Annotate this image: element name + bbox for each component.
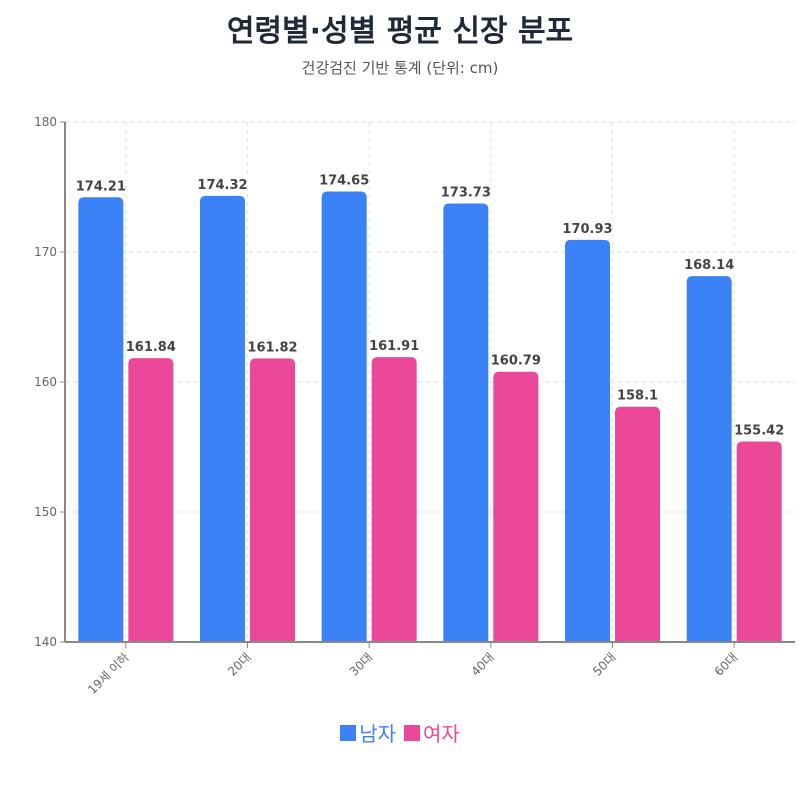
legend: 남자 여자 (0, 718, 800, 747)
y-tick-label: 180 (34, 115, 57, 129)
data-label: 173.73 (441, 186, 491, 201)
data-label: 168.14 (684, 258, 734, 273)
x-tick-label: 50대 (590, 650, 619, 679)
bar[interactable] (443, 203, 489, 642)
data-label: 155.42 (734, 424, 784, 439)
x-tick-label: 20대 (225, 650, 254, 679)
legend-swatch-male (340, 724, 357, 741)
legend-item-male[interactable]: 남자 (340, 718, 396, 747)
y-tick-label: 160 (34, 375, 57, 389)
bar[interactable] (565, 239, 610, 642)
data-label: 174.21 (76, 179, 126, 194)
data-label: 158.1 (617, 389, 658, 404)
bar[interactable] (736, 441, 782, 642)
bar[interactable] (78, 197, 124, 642)
data-label: 160.79 (491, 354, 541, 369)
bar[interactable] (493, 371, 539, 642)
y-tick-label: 140 (34, 635, 57, 649)
bar[interactable] (250, 358, 295, 642)
x-tick-label: 19세 이하 (85, 650, 132, 697)
chart-title: 연령별·성별 평균 신장 분포 (226, 14, 574, 49)
data-label: 161.82 (247, 340, 297, 355)
legend-swatch-female (404, 724, 420, 741)
bar[interactable] (371, 357, 417, 642)
bar[interactable] (200, 195, 245, 642)
x-tick-label: 30대 (347, 650, 376, 679)
data-label: 161.91 (369, 339, 419, 354)
legend-label-male: 남자 (359, 722, 396, 746)
legend-item-female[interactable]: 여자 (404, 718, 460, 747)
bar[interactable] (128, 358, 174, 642)
y-tick-label: 170 (34, 245, 57, 259)
bar[interactable] (321, 191, 367, 643)
x-tick-label: 60대 (712, 650, 741, 679)
bar[interactable] (686, 276, 732, 642)
chart-subtitle: 건강검진 기반 통계 (단위: cm) (301, 59, 499, 77)
data-label: 161.84 (126, 340, 176, 355)
bar[interactable] (615, 406, 660, 642)
y-tick-label: 150 (34, 505, 57, 519)
data-label: 170.93 (562, 222, 612, 237)
legend-label-female: 여자 (423, 722, 460, 746)
x-tick-label: 40대 (468, 650, 497, 679)
data-label: 174.65 (319, 174, 369, 189)
data-label: 174.32 (197, 178, 247, 193)
